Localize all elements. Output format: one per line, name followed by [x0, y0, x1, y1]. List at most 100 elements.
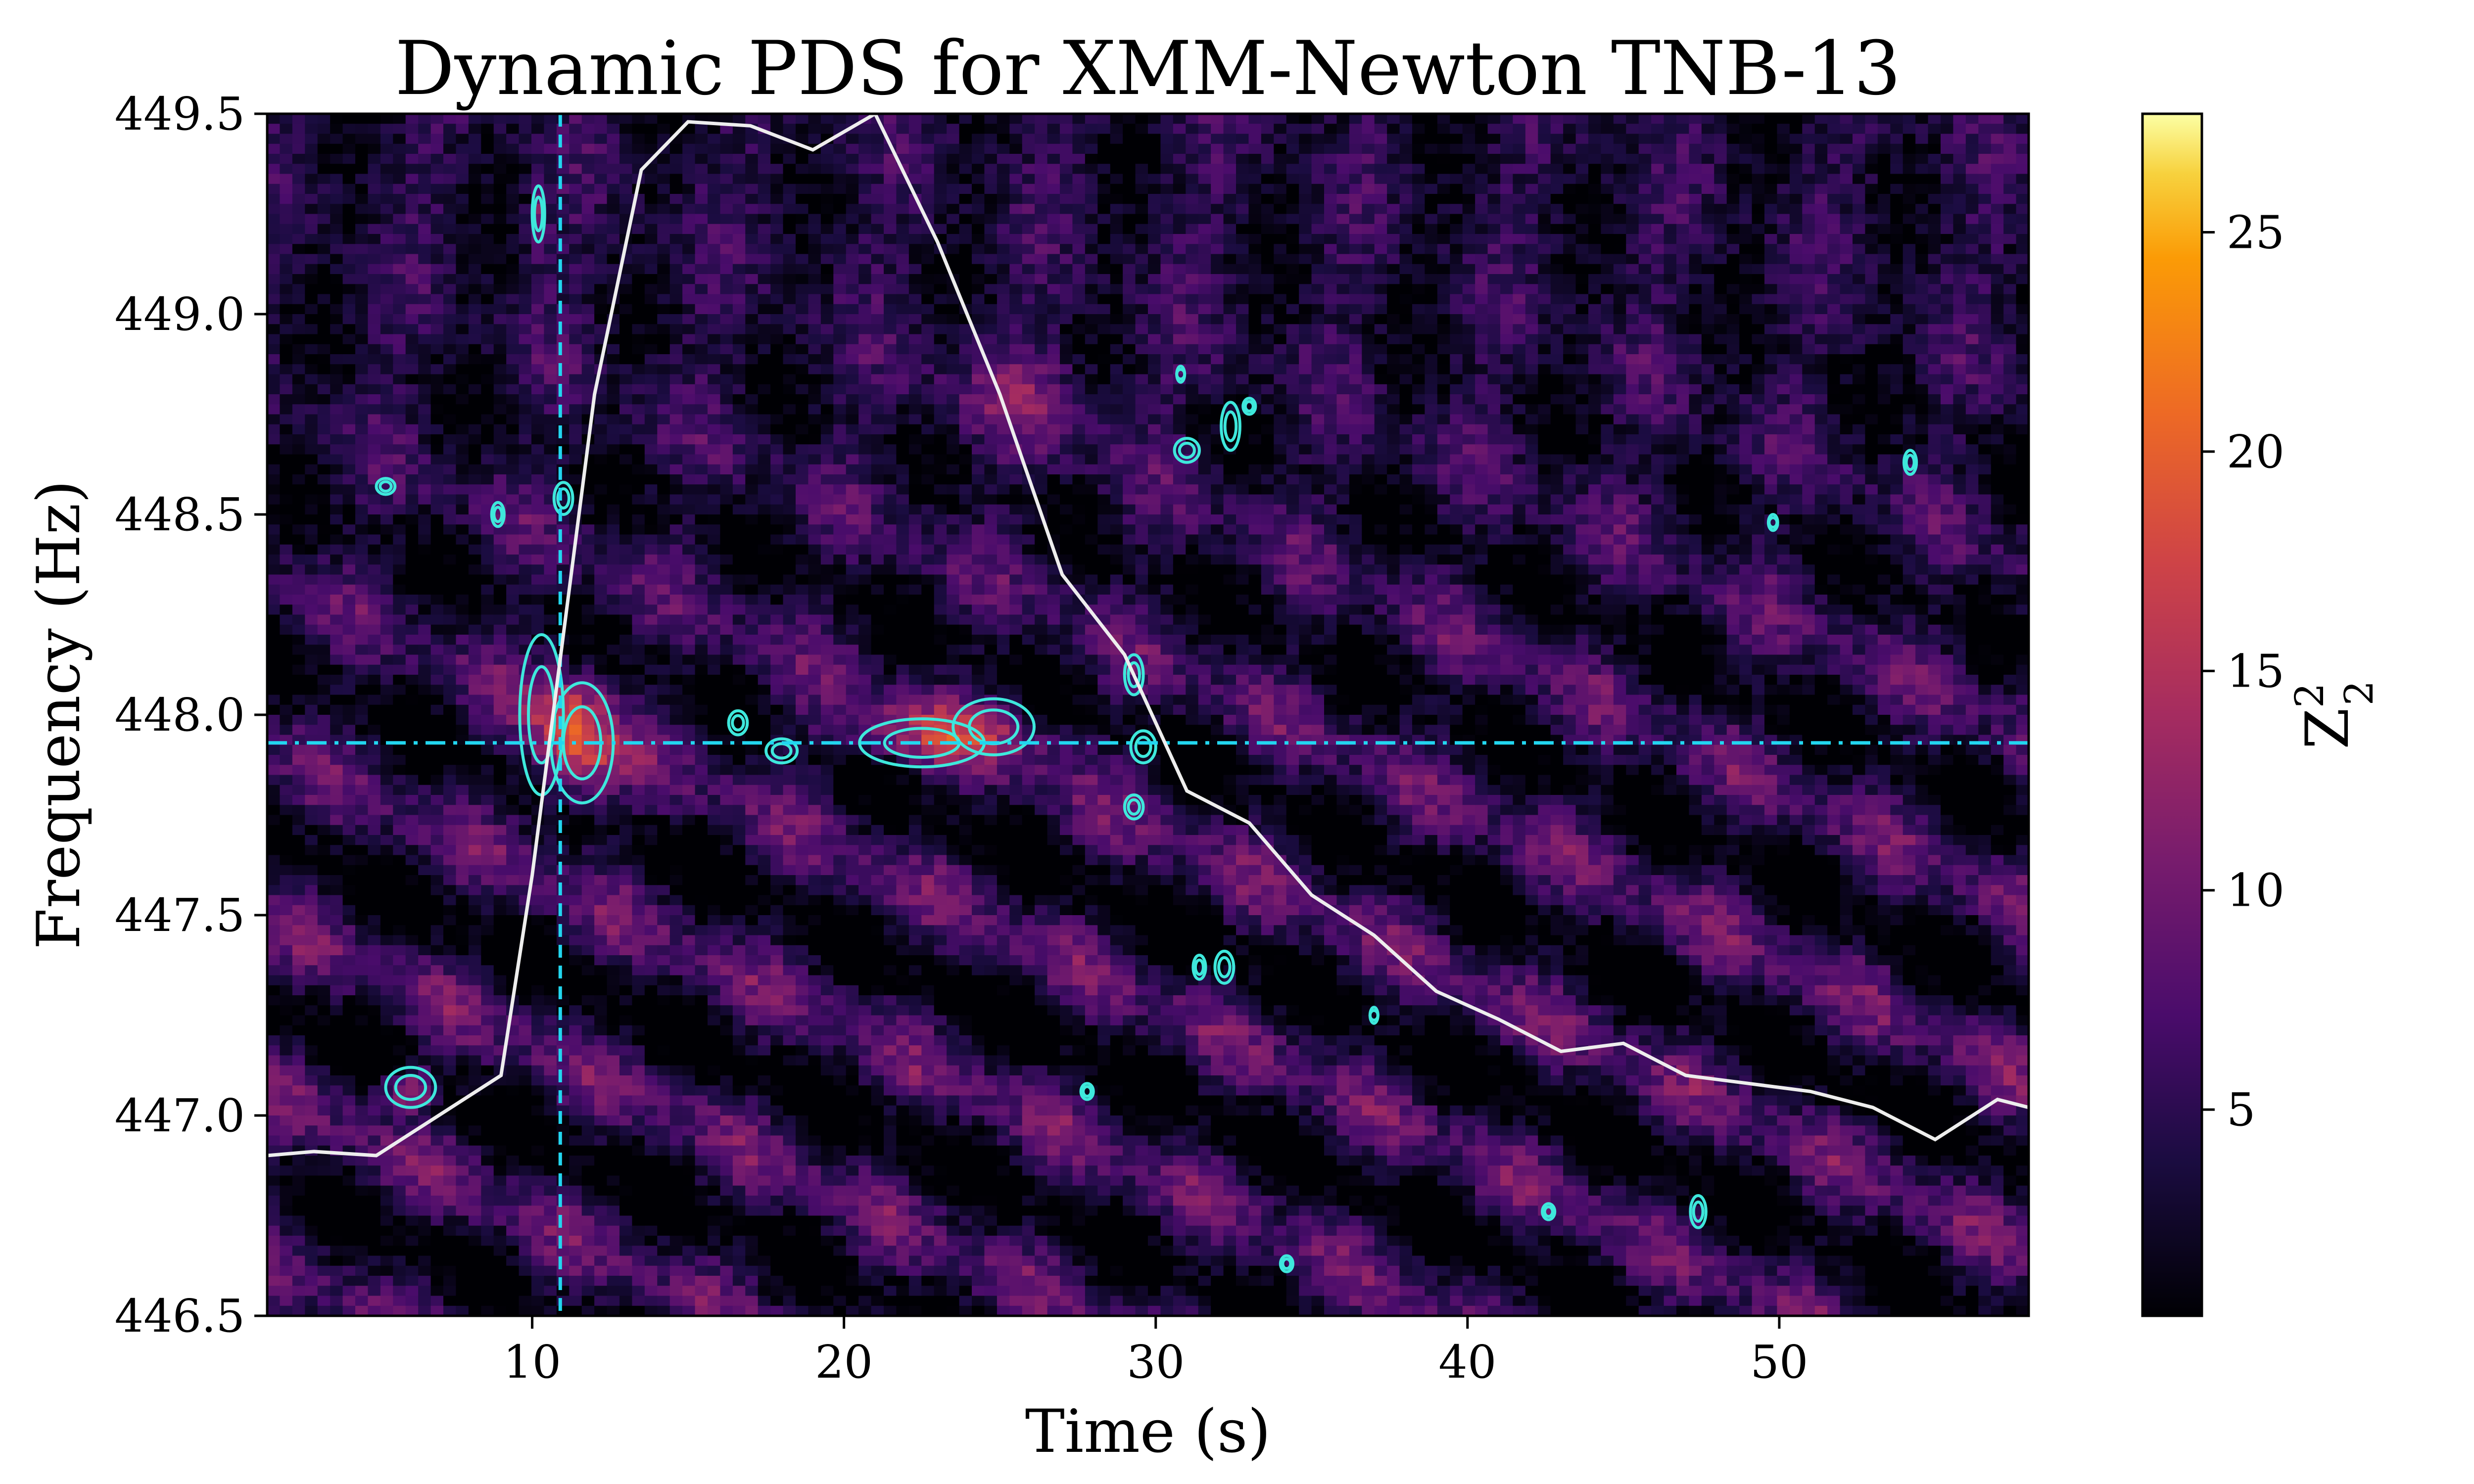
heatmap-cell: [330, 1085, 343, 1096]
heatmap-cell: [531, 595, 545, 605]
heatmap-cell: [745, 1206, 759, 1216]
heatmap-cell: [368, 124, 381, 135]
heatmap-cell: [720, 1175, 733, 1186]
heatmap-cell: [481, 875, 494, 886]
heatmap-cell: [783, 574, 796, 585]
heatmap-cell: [493, 875, 507, 886]
heatmap-cell: [355, 214, 369, 225]
heatmap-cell: [569, 424, 582, 435]
heatmap-cell: [430, 895, 444, 906]
heatmap-cell: [393, 394, 406, 405]
heatmap-cell: [544, 114, 557, 125]
heatmap-cell: [393, 1255, 406, 1266]
heatmap-cell: [607, 1055, 620, 1066]
heatmap-cell: [330, 324, 343, 335]
heatmap-cell: [481, 1225, 494, 1236]
heatmap-cell: [380, 1025, 394, 1036]
heatmap-cell: [745, 444, 759, 455]
heatmap-cell: [644, 765, 658, 776]
heatmap-cell: [393, 524, 406, 535]
heatmap-cell: [657, 1196, 670, 1206]
heatmap-cell: [657, 284, 670, 295]
heatmap-cell: [305, 865, 318, 876]
heatmap-cell: [682, 1145, 696, 1156]
heatmap-cell: [456, 1145, 469, 1156]
heatmap-cell: [695, 444, 708, 455]
heatmap-cell: [758, 244, 771, 255]
heatmap-cell: [745, 744, 759, 755]
heatmap-cell: [745, 114, 759, 125]
heatmap-cell: [305, 1206, 318, 1216]
heatmap-cell: [456, 1065, 469, 1076]
heatmap-cell: [481, 164, 494, 175]
heatmap-cell: [267, 1075, 281, 1086]
heatmap-cell: [619, 975, 633, 986]
heatmap-cell: [443, 635, 457, 646]
heatmap-cell: [405, 965, 419, 976]
heatmap-cell: [720, 1156, 733, 1166]
heatmap-cell: [758, 464, 771, 475]
heatmap-cell: [758, 805, 771, 816]
heatmap-cell: [569, 1105, 582, 1116]
heatmap-cell: [330, 815, 343, 826]
heatmap-cell: [669, 454, 683, 465]
heatmap-cell: [657, 574, 670, 585]
heatmap-cell: [267, 474, 281, 485]
heatmap-cell: [430, 555, 444, 565]
heatmap-cell: [493, 224, 507, 234]
heatmap-cell: [330, 374, 343, 385]
heatmap-cell: [519, 1296, 532, 1306]
heatmap-cell: [355, 1156, 369, 1166]
heatmap-cell: [619, 1055, 633, 1066]
heatmap-cell: [720, 744, 733, 755]
heatmap-cell: [632, 1015, 645, 1026]
heatmap-cell: [418, 474, 431, 485]
heatmap-cell: [657, 1095, 670, 1106]
heatmap-cell: [770, 424, 784, 435]
heatmap-cell: [280, 835, 293, 846]
heatmap-cell: [682, 775, 696, 786]
heatmap-cell: [770, 354, 784, 365]
heatmap-cell: [355, 1025, 369, 1036]
heatmap-cell: [682, 654, 696, 665]
heatmap-cell: [758, 654, 771, 665]
heatmap-cell: [657, 614, 670, 625]
heatmap-cell: [481, 635, 494, 646]
heatmap-cell: [443, 174, 457, 185]
heatmap-cell: [305, 454, 318, 465]
heatmap-cell: [393, 184, 406, 194]
heatmap-cell: [581, 304, 595, 315]
heatmap-cell: [632, 114, 645, 125]
heatmap-cell: [581, 1225, 595, 1236]
heatmap-cell: [720, 1165, 733, 1176]
heatmap-cell: [430, 1255, 444, 1266]
heatmap-cell: [632, 254, 645, 265]
heatmap-cell: [519, 1215, 532, 1226]
heatmap-cell: [644, 264, 658, 275]
heatmap-cell: [581, 384, 595, 395]
heatmap-cell: [267, 114, 281, 125]
heatmap-cell: [506, 494, 520, 505]
heatmap-cell: [544, 815, 557, 826]
heatmap-cell: [770, 795, 784, 806]
heatmap-cell: [594, 244, 608, 255]
heatmap-cell: [544, 234, 557, 245]
heatmap-cell: [758, 484, 771, 495]
heatmap-cell: [745, 1105, 759, 1116]
heatmap-cell: [330, 444, 343, 455]
heatmap-cell: [443, 304, 457, 315]
heatmap-cell: [355, 614, 369, 625]
heatmap-cell: [770, 935, 784, 946]
heatmap-cell: [758, 1125, 771, 1136]
heatmap-cell: [468, 785, 482, 795]
heatmap-cell: [619, 164, 633, 175]
heatmap-cell: [493, 534, 507, 545]
heatmap-cell: [544, 1035, 557, 1046]
heatmap-cell: [280, 164, 293, 175]
heatmap-cell: [368, 955, 381, 966]
heatmap-cell: [393, 324, 406, 335]
heatmap-cell: [594, 925, 608, 936]
heatmap-cell: [708, 254, 721, 265]
heatmap-cell: [581, 274, 595, 285]
heatmap-cell: [368, 645, 381, 655]
